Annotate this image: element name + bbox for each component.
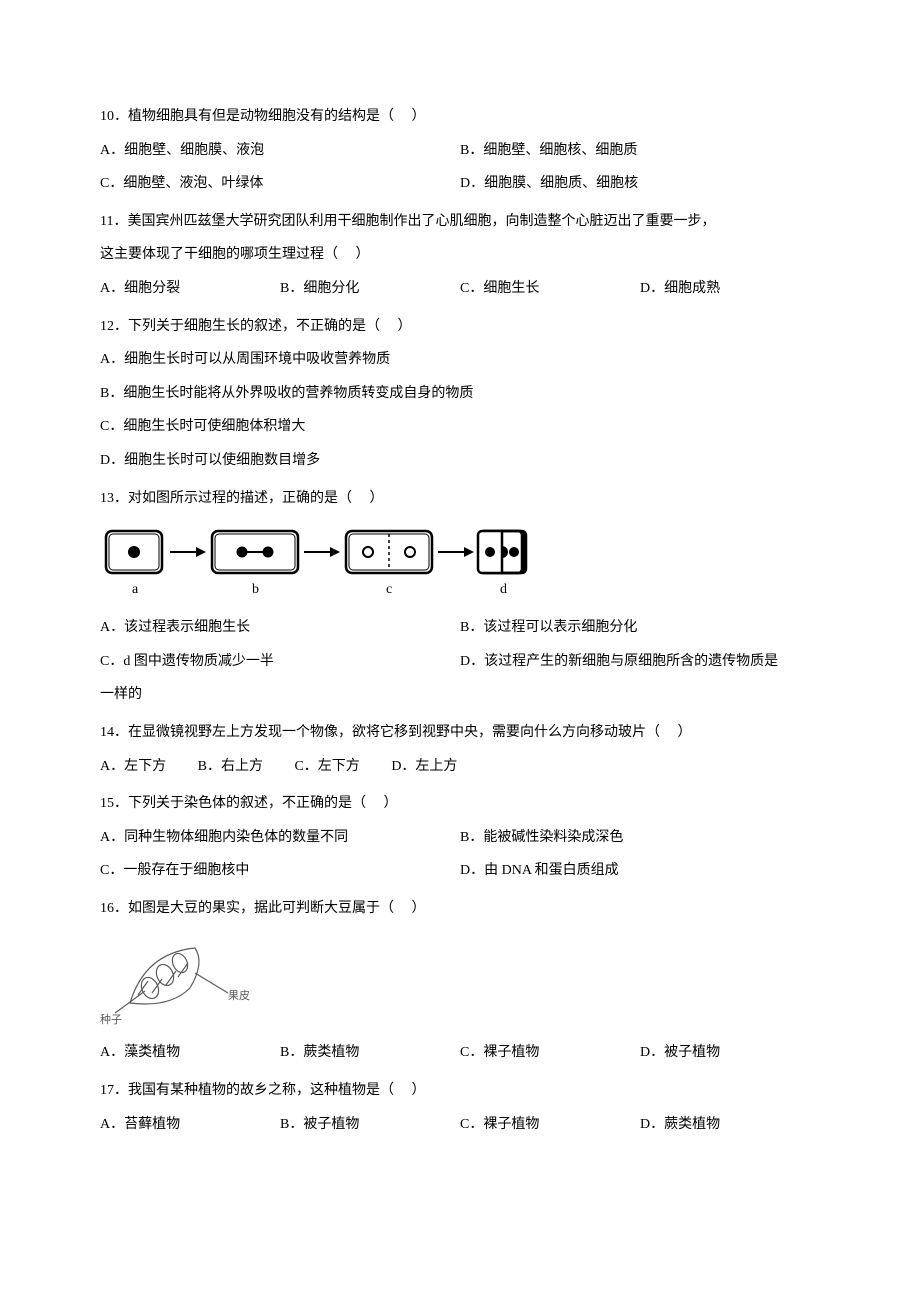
q17-option-c: C．裸子植物 xyxy=(460,1108,640,1142)
question-12: 12．下列关于细胞生长的叙述，不正确的是（ ） A．细胞生长时可以从周围环境中吸… xyxy=(100,310,820,478)
q15-options-row2: C．一般存在于细胞核中 D．由 DNA 和蛋白质组成 xyxy=(100,854,820,888)
svg-text:c: c xyxy=(386,582,392,597)
q10-options-row2: C．细胞壁、液泡、叶绿体 D．细胞膜、细胞质、细胞核 xyxy=(100,167,820,201)
q11-options: A．细胞分裂 B．细胞分化 C．细胞生长 D．细胞成熟 xyxy=(100,272,820,306)
q15-options-row1: A．同种生物体细胞内染色体的数量不同 B．能被碱性染料染成深色 xyxy=(100,821,820,855)
pericarp-label: 果皮 xyxy=(228,989,250,1002)
q14-option-d: D．左上方 xyxy=(391,750,457,784)
q16-option-c: C．裸子植物 xyxy=(460,1036,640,1070)
q14-option-b: B．右上方 xyxy=(198,750,263,784)
svg-text:d: d xyxy=(500,582,507,597)
q17-option-d: D．蕨类植物 xyxy=(640,1108,820,1142)
q13-stem: 13．对如图所示过程的描述，正确的是（ ） xyxy=(100,482,820,516)
q14-option-a: A．左下方 xyxy=(100,750,166,784)
q11-option-c: C．细胞生长 xyxy=(460,272,640,306)
q12-stem: 12．下列关于细胞生长的叙述，不正确的是（ ） xyxy=(100,310,820,344)
q17-stem: 17．我国有某种植物的故乡之称，这种植物是（ ） xyxy=(100,1074,820,1108)
question-15: 15．下列关于染色体的叙述，不正确的是（ ） A．同种生物体细胞内染色体的数量不… xyxy=(100,787,820,888)
q14-options: A．左下方 B．右上方 C．左下方 D．左上方 xyxy=(100,750,820,784)
q11-stem: 11．美国宾州匹兹堡大学研究团队利用干细胞制作出了心肌细胞，向制造整个心脏迈出了… xyxy=(100,205,820,239)
question-16: 16．如图是大豆的果实，据此可判断大豆属于（ ） 种子 果皮 xyxy=(100,892,820,1070)
question-11: 11．美国宾州匹兹堡大学研究团队利用干细胞制作出了心肌细胞，向制造整个心脏迈出了… xyxy=(100,205,820,306)
q15-option-b: B．能被碱性染料染成深色 xyxy=(460,821,820,855)
q10-option-a: A．细胞壁、细胞膜、液泡 xyxy=(100,134,460,168)
q15-option-c: C．一般存在于细胞核中 xyxy=(100,854,460,888)
q16-figure: 种子 果皮 xyxy=(100,933,820,1028)
q13-option-d: D．该过程产生的新细胞与原细胞所含的遗传物质是 xyxy=(460,645,820,679)
q15-option-d: D．由 DNA 和蛋白质组成 xyxy=(460,854,820,888)
svg-text:a: a xyxy=(132,582,139,597)
q11-option-d: D．细胞成熟 xyxy=(640,272,820,306)
q14-stem: 14．在显微镜视野左上方发现一个物像，欲将它移到视野中央，需要向什么方向移动玻片… xyxy=(100,716,820,750)
q12-option-a: A．细胞生长时可以从周围环境中吸收营养物质 xyxy=(100,343,820,377)
question-13: 13．对如图所示过程的描述，正确的是（ ） a b xyxy=(100,482,820,712)
q17-option-a: A．苔藓植物 xyxy=(100,1108,280,1142)
q16-option-a: A．藻类植物 xyxy=(100,1036,280,1070)
svg-text:b: b xyxy=(252,582,259,597)
q17-option-b: B．被子植物 xyxy=(280,1108,460,1142)
question-17: 17．我国有某种植物的故乡之称，这种植物是（ ） A．苔藓植物 B．被子植物 C… xyxy=(100,1074,820,1141)
q13-figure: a b xyxy=(100,523,820,603)
q11-stem2: 这主要体现了干细胞的哪项生理过程（ ） xyxy=(100,238,820,272)
q16-option-d: D．被子植物 xyxy=(640,1036,820,1070)
q10-option-d: D．细胞膜、细胞质、细胞核 xyxy=(460,167,820,201)
q13-option-d-cont: 一样的 xyxy=(100,678,820,712)
q17-options: A．苔藓植物 B．被子植物 C．裸子植物 D．蕨类植物 xyxy=(100,1108,820,1142)
q13-option-a: A．该过程表示细胞生长 xyxy=(100,611,460,645)
q15-stem: 15．下列关于染色体的叙述，不正确的是（ ） xyxy=(100,787,820,821)
seed-label: 种子 xyxy=(100,1012,122,1026)
q13-options-row2: C．d 图中遗传物质减少一半 D．该过程产生的新细胞与原细胞所含的遗传物质是 xyxy=(100,645,820,679)
q16-options: A．藻类植物 B．蕨类植物 C．裸子植物 D．被子植物 xyxy=(100,1036,820,1070)
q10-option-c: C．细胞壁、液泡、叶绿体 xyxy=(100,167,460,201)
q11-option-b: B．细胞分化 xyxy=(280,272,460,306)
q10-options-row1: A．细胞壁、细胞膜、液泡 B．细胞壁、细胞核、细胞质 xyxy=(100,134,820,168)
q10-stem: 10．植物细胞具有但是动物细胞没有的结构是（ ） xyxy=(100,100,820,134)
q13-option-c: C．d 图中遗传物质减少一半 xyxy=(100,645,460,679)
q16-stem: 16．如图是大豆的果实，据此可判断大豆属于（ ） xyxy=(100,892,820,926)
q11-option-a: A．细胞分裂 xyxy=(100,272,280,306)
question-10: 10．植物细胞具有但是动物细胞没有的结构是（ ） A．细胞壁、细胞膜、液泡 B．… xyxy=(100,100,820,201)
q14-option-c: C．左下方 xyxy=(294,750,359,784)
q13-options-row1: A．该过程表示细胞生长 B．该过程可以表示细胞分化 xyxy=(100,611,820,645)
cell-division-diagram: a b xyxy=(100,523,530,603)
q12-option-c: C．细胞生长时可使细胞体积增大 xyxy=(100,410,820,444)
q12-option-b: B．细胞生长时能将从外界吸收的营养物质转变成自身的物质 xyxy=(100,377,820,411)
question-14: 14．在显微镜视野左上方发现一个物像，欲将它移到视野中央，需要向什么方向移动玻片… xyxy=(100,716,820,783)
q15-option-a: A．同种生物体细胞内染色体的数量不同 xyxy=(100,821,460,855)
q16-option-b: B．蕨类植物 xyxy=(280,1036,460,1070)
q13-option-b: B．该过程可以表示细胞分化 xyxy=(460,611,820,645)
q10-option-b: B．细胞壁、细胞核、细胞质 xyxy=(460,134,820,168)
q12-option-d: D．细胞生长时可以使细胞数目增多 xyxy=(100,444,820,478)
bean-pod-diagram: 种子 果皮 xyxy=(100,933,260,1028)
